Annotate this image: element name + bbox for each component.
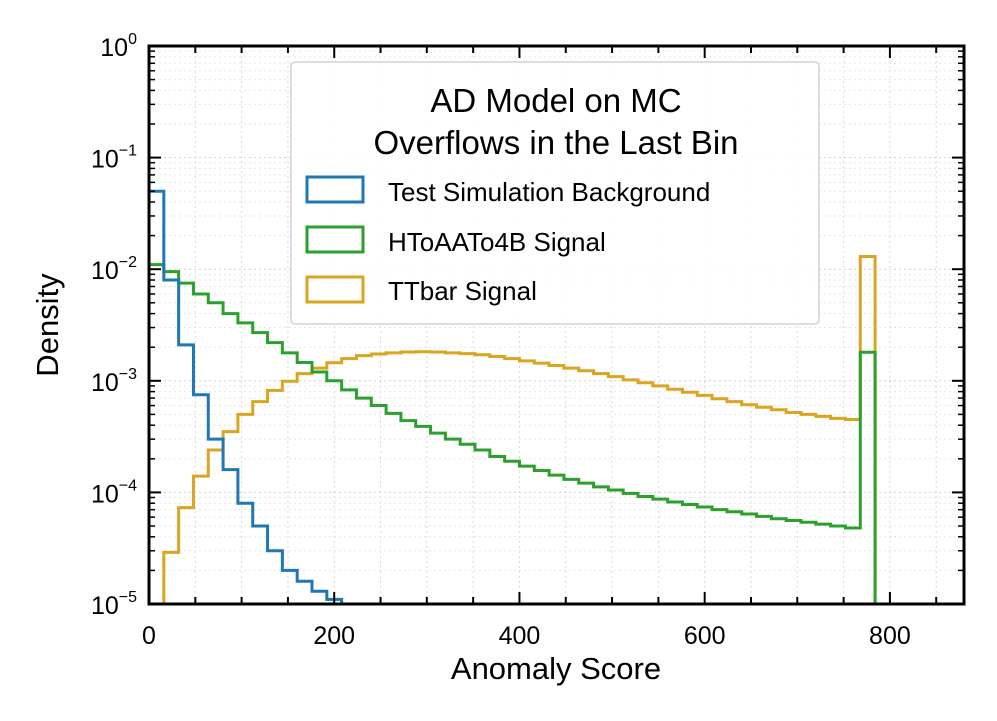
grid	[149, 46, 964, 604]
x-axis-title: Anomaly Score	[451, 651, 661, 686]
legend-swatch-background	[305, 175, 365, 204]
series-step-2	[149, 254, 877, 604]
x-tick-label: 800	[869, 622, 911, 650]
legend-swatch-htoaato4b	[305, 225, 365, 254]
y-axis-title: Density	[30, 273, 65, 377]
series-step-1	[149, 263, 877, 604]
x-tick-label: 200	[313, 622, 355, 650]
ticks	[148, 45, 964, 605]
plot-frame	[147, 44, 966, 606]
legend-label-background: Test Simulation Background	[388, 177, 710, 207]
x-tick-label: 0	[142, 622, 156, 650]
legend: AD Model on MC Overflows in the Last Bin…	[290, 61, 820, 325]
legend-box	[290, 61, 820, 325]
legend-label-htoaato4b: HToAATo4B Signal	[388, 227, 606, 257]
legend-title-line-2: Overflows in the Last Bin	[374, 124, 739, 161]
y-tick-label: 10−3	[91, 366, 137, 397]
tick-labels: 0 200 400 600 800 100 10−1 10−2 10−3 10−4 10−5	[91, 31, 911, 650]
series-step-0	[149, 189, 877, 604]
legend-label-ttbar: TTbar Signal	[388, 276, 537, 306]
y-tick-label: 10−1	[91, 143, 137, 174]
x-tick-label: 400	[499, 622, 541, 650]
legend-title-line-1: AD Model on MC	[430, 82, 681, 119]
y-tick-label: 10−4	[91, 477, 137, 508]
y-tick-label: 10−2	[91, 254, 137, 285]
y-tick-label: 10−5	[91, 589, 137, 620]
x-tick-label: 600	[684, 622, 726, 650]
y-tick-label: 100	[100, 31, 137, 62]
series-layer	[149, 189, 877, 604]
legend-swatch-ttbar	[305, 275, 365, 304]
